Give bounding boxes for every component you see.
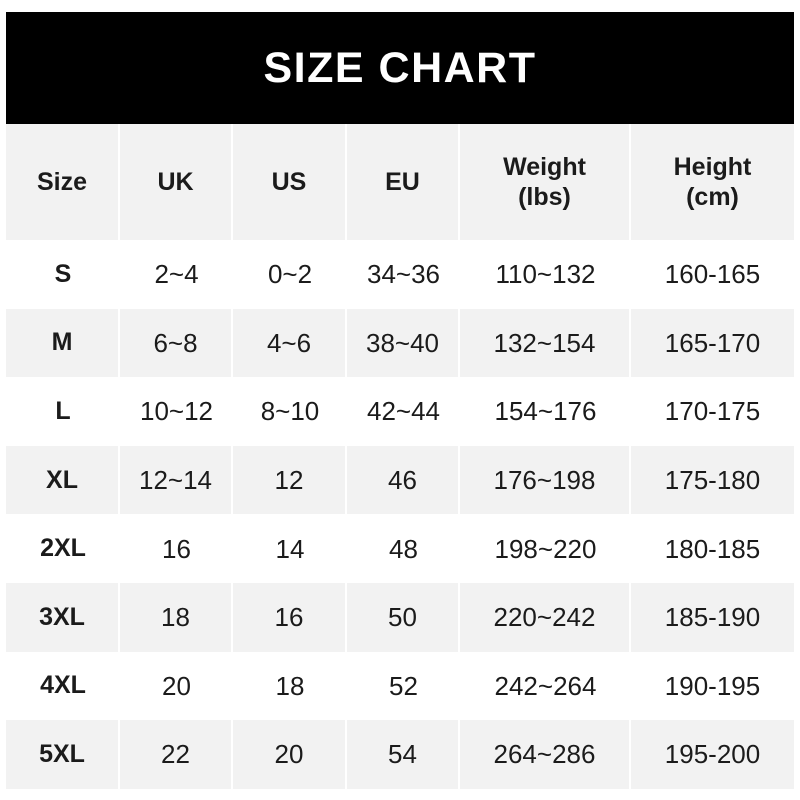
cell-us: 18 [233,651,347,721]
column-header-size: Size [6,124,120,240]
cell-uk: 2~4 [120,240,233,309]
cell-size: 2XL [6,514,120,583]
cell-us: 4~6 [233,308,347,378]
cell-height: 195-200 [631,720,794,789]
column-header-height-unit: (cm) [686,183,739,211]
cell-eu: 50 [347,582,460,652]
table-row: 4XL 20 18 52 242~264 190-195 [6,651,794,721]
cell-eu: 46 [347,445,460,515]
cell-uk: 16 [120,514,233,583]
cell-size: 3XL [6,582,120,652]
cell-height: 160-165 [631,240,794,309]
table-row: 2XL 16 14 48 198~220 180-185 [6,514,794,583]
cell-size: S [6,240,120,309]
size-chart-table: Size UK US EU Weight (lbs) Height (cm) [6,124,794,789]
cell-eu: 34~36 [347,240,460,309]
column-header-us-label: US [271,167,307,196]
column-header-uk: UK [120,124,233,240]
cell-us: 8~10 [233,377,347,446]
cell-eu: 38~40 [347,308,460,378]
cell-eu: 52 [347,651,460,721]
cell-us: 14 [233,514,347,583]
cell-uk: 18 [120,582,233,652]
table-row: M 6~8 4~6 38~40 132~154 165-170 [6,308,794,378]
column-header-weight-unit: (lbs) [518,183,571,211]
header-row: Size UK US EU Weight (lbs) Height (cm) [6,124,794,240]
column-header-eu-label: EU [385,167,420,196]
cell-size: 4XL [6,651,120,721]
cell-uk: 10~12 [120,377,233,446]
table-row: 3XL 18 16 50 220~242 185-190 [6,582,794,652]
column-header-height: Height (cm) [631,124,794,240]
cell-us: 12 [233,445,347,515]
cell-eu: 42~44 [347,377,460,446]
table-row: 5XL 22 20 54 264~286 195-200 [6,720,794,789]
cell-eu: 54 [347,720,460,789]
cell-size: L [6,377,120,446]
column-header-size-label: Size [36,167,88,196]
cell-uk: 12~14 [120,445,233,515]
cell-height: 190-195 [631,651,794,721]
cell-height: 185-190 [631,582,794,652]
cell-weight: 176~198 [460,445,631,515]
cell-us: 16 [233,582,347,652]
cell-weight: 220~242 [460,582,631,652]
cell-weight: 154~176 [460,377,631,446]
cell-size: M [6,308,120,378]
cell-size: XL [6,445,120,515]
page-title: SIZE CHART [263,43,537,92]
cell-weight: 198~220 [460,514,631,583]
column-header-uk-label: UK [157,167,194,196]
cell-us: 0~2 [233,240,347,309]
table-body: S 2~4 0~2 34~36 110~132 160-165 M 6~8 4~… [6,240,794,789]
table-row: XL 12~14 12 46 176~198 175-180 [6,445,794,515]
cell-eu: 48 [347,514,460,583]
column-header-eu: EU [347,124,460,240]
column-header-us: US [233,124,347,240]
cell-height: 165-170 [631,308,794,378]
table-row: L 10~12 8~10 42~44 154~176 170-175 [6,377,794,446]
cell-weight: 132~154 [460,308,631,378]
cell-uk: 22 [120,720,233,789]
cell-weight: 264~286 [460,720,631,789]
title-banner: SIZE CHART [6,12,794,124]
cell-uk: 6~8 [120,308,233,378]
table-header: Size UK US EU Weight (lbs) Height (cm) [6,124,794,240]
column-header-weight: Weight (lbs) [460,124,631,240]
cell-height: 170-175 [631,377,794,446]
cell-uk: 20 [120,651,233,721]
cell-us: 20 [233,720,347,789]
cell-size: 5XL [6,720,120,789]
cell-height: 180-185 [631,514,794,583]
cell-height: 175-180 [631,445,794,515]
table-row: S 2~4 0~2 34~36 110~132 160-165 [6,240,794,309]
cell-weight: 110~132 [460,240,631,309]
cell-weight: 242~264 [460,651,631,721]
column-header-height-label: Height [673,152,752,181]
column-header-weight-label: Weight [503,152,586,181]
